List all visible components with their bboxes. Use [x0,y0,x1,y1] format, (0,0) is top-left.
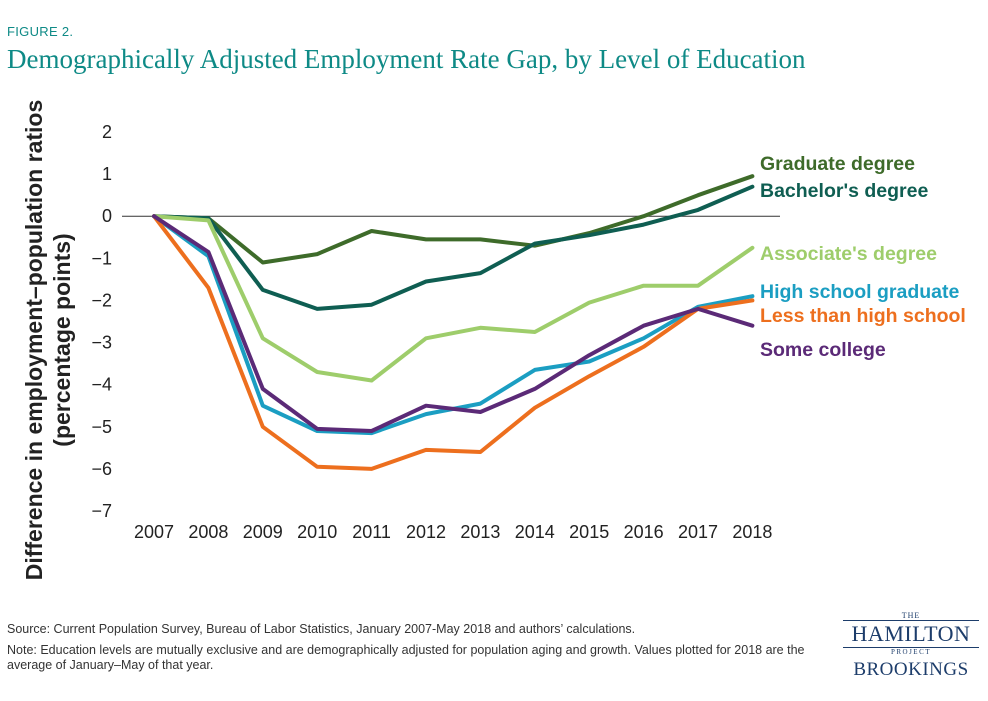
series-line-some-college [152,214,755,433]
y-tick-label: 1 [102,164,112,184]
y-tick-label: −3 [91,333,112,353]
y-tick-label: −4 [91,375,112,395]
x-tick-label: 2015 [569,522,609,542]
x-tick-label: 2016 [624,522,664,542]
series-label-high-school-graduate: High school graduate [760,281,960,303]
hamilton-brookings-logo: THE HAMILTON PROJECT BROOKINGS [836,611,986,681]
y-axis-title-line-2: (percentage points) [49,233,75,446]
y-tick-label: −7 [91,501,112,521]
series-line-bachelor-s-degree [152,184,755,311]
series-line-associate-s-degree [152,214,755,383]
y-axis-ticks: 2 1 0 −1 −2 −3 −4 −5 −6 −7 [91,122,112,521]
chart-title: Demographically Adjusted Employment Rate… [7,44,806,74]
series-labels: Graduate degree Bachelor's degree Associat… [760,153,966,361]
logo-brookings: BROOKINGS [853,659,969,680]
footnote: Note: Education levels are mutually excl… [7,643,805,672]
source-note: Source: Current Population Survey, Burea… [7,622,636,636]
x-tick-label: 2010 [297,522,337,542]
x-tick-label: 2007 [134,522,174,542]
logo-project: PROJECT [890,648,932,656]
series-label-bachelor-s-degree: Bachelor's degree [760,180,928,202]
x-axis-ticks: 2007 2008 2009 2010 2011 2012 2013 2014 2015 2016… [134,522,772,542]
y-tick-label: −2 [91,290,112,310]
series-label-associate-s-degree: Associate's degree [760,243,937,265]
x-tick-label: 2008 [188,522,228,542]
x-tick-label: 2017 [678,522,718,542]
line-chart: Difference in employment–population rati… [21,100,966,581]
series-label-less-than-high-school: Less than high school [760,305,966,327]
y-tick-label: 2 [102,122,112,142]
y-tick-label: −6 [91,459,112,479]
x-tick-label: 2009 [243,522,283,542]
figure-label: FIGURE 2. [7,24,74,39]
logo-the: THE [901,611,921,620]
series-label-some-college: Some college [760,339,886,361]
x-tick-label: 2013 [460,522,500,542]
x-tick-label: 2014 [515,522,555,542]
x-tick-label: 2011 [352,522,391,542]
y-axis-title: Difference in employment–population rati… [21,100,75,581]
x-tick-label: 2012 [406,522,446,542]
logo-hamilton: HAMILTON [843,620,979,648]
series-label-graduate-degree: Graduate degree [760,153,915,175]
y-tick-label: −5 [91,417,112,437]
series-line-less-than-high-school [152,214,755,471]
y-tick-label: 0 [102,206,112,226]
x-tick-label: 2018 [732,522,772,542]
y-axis-title-line-1: Difference in employment–population rati… [21,100,47,581]
y-tick-label: −1 [91,248,112,268]
series-lines [152,174,755,471]
series-line-graduate-degree [152,174,755,265]
